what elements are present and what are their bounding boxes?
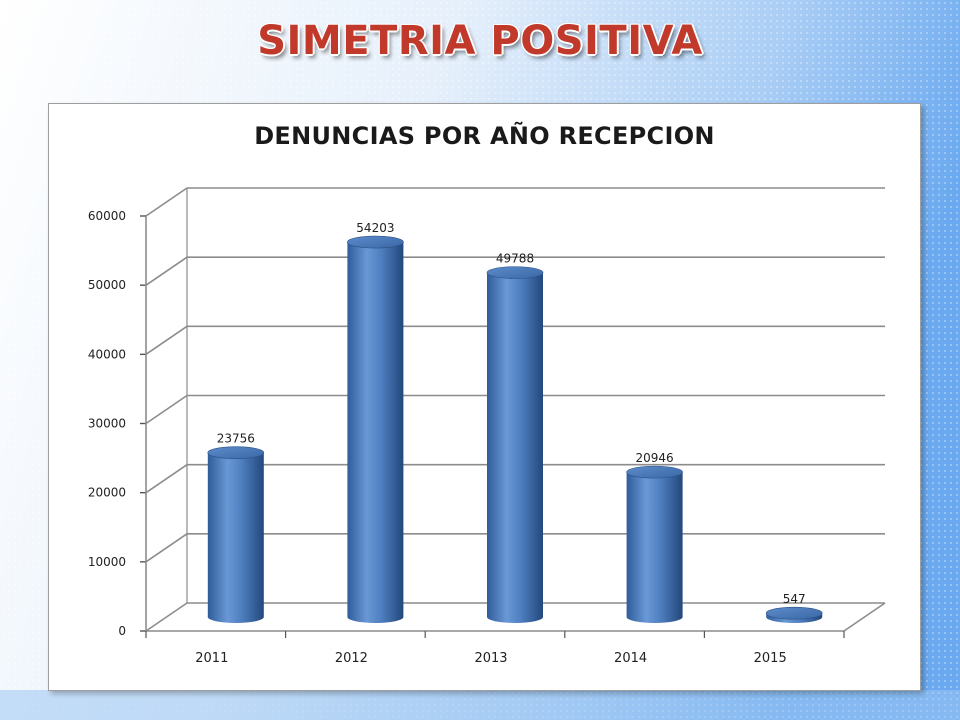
- data-label: 49788: [496, 252, 534, 266]
- chart-panel: DENUNCIAS POR AÑO RECEPCION 0 10000 20000 3…: [48, 103, 921, 691]
- x-tick-label: 2011: [195, 651, 228, 666]
- y-tick-label: 0: [118, 624, 126, 638]
- bar-top: [207, 446, 265, 459]
- gridline-side: [145, 602, 188, 632]
- x-tick-label: 2013: [474, 651, 507, 666]
- data-label: 54203: [356, 221, 394, 235]
- gridline-side: [145, 464, 188, 494]
- slide-title: SIMETRIA POSITIVA: [257, 18, 703, 64]
- data-label: 20946: [636, 451, 674, 465]
- x-tick-label: 2012: [335, 651, 368, 666]
- y-tick-label: 50000: [88, 278, 126, 292]
- bar-top: [626, 465, 683, 479]
- gridline-side: [145, 325, 188, 355]
- floor-right-edge: [843, 602, 886, 632]
- chart-title: DENUNCIAS POR AÑO RECEPCION: [254, 122, 715, 150]
- data-label: 547: [783, 592, 806, 606]
- bar: [626, 472, 683, 623]
- gridline-side: [145, 256, 188, 286]
- bar: [487, 272, 543, 623]
- labels: 2011 2012 2013 2014 2015 23756 54203 49788 20946…: [195, 221, 805, 666]
- y-tick-label: 60000: [88, 209, 126, 223]
- y-tick-label: 20000: [88, 486, 126, 500]
- y-tick-label: 10000: [88, 555, 126, 569]
- y-tick-label: 40000: [88, 347, 126, 361]
- bar: [347, 242, 404, 623]
- axes: 0 10000 20000 30000 40000 50000 60000: [88, 188, 886, 638]
- bar-top: [765, 606, 823, 620]
- data-label: 23756: [217, 432, 255, 446]
- bar-chart: 0 10000 20000 30000 40000 50000 60000 2011 2012…: [88, 187, 886, 666]
- x-tick-label: 2015: [754, 651, 787, 666]
- bars: [207, 235, 823, 623]
- bar-top: [347, 235, 404, 249]
- x-tick-label: 2014: [614, 651, 647, 666]
- gridline-side: [145, 394, 188, 425]
- bar: [207, 452, 264, 623]
- y-tick-label: 30000: [88, 417, 126, 431]
- gridline-side: [145, 533, 188, 563]
- gridline-side: [145, 187, 188, 217]
- bar-top: [486, 266, 544, 279]
